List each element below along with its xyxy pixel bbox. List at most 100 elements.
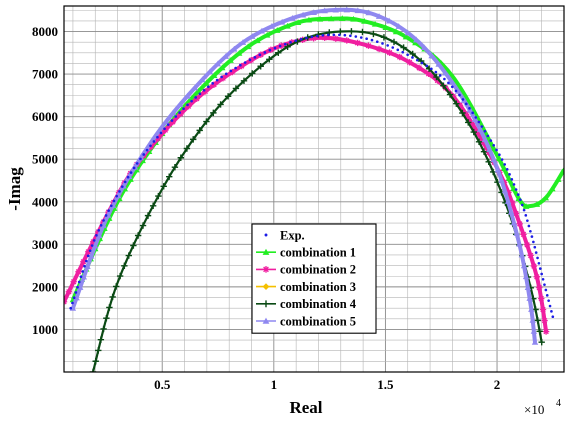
- data-point: [194, 96, 198, 99]
- data-point: [461, 98, 465, 101]
- data-point: [231, 45, 238, 52]
- data-point: [244, 43, 252, 50]
- data-point: [349, 34, 352, 38]
- data-point: [425, 70, 432, 78]
- data-point: [518, 251, 526, 258]
- data-point: [126, 175, 130, 179]
- data-point: [425, 64, 429, 68]
- data-point: [354, 35, 358, 38]
- data-point: [106, 304, 113, 311]
- data-point: [529, 317, 536, 323]
- data-point: [97, 336, 105, 343]
- data-point: [177, 154, 185, 161]
- data-point: [236, 50, 243, 56]
- data-point: [509, 199, 516, 207]
- data-point: [370, 38, 374, 42]
- x-tick-label: 0.5: [154, 377, 171, 392]
- data-point: [186, 103, 189, 107]
- tick-labels: 0.5 1 1.5 2 1000 2000 3000 4000 5000 6000 7000 8000: [32, 24, 500, 392]
- data-point: [107, 209, 110, 212]
- data-point: [434, 77, 441, 84]
- data-point: [310, 9, 317, 15]
- data-point: [88, 252, 95, 259]
- data-point: [183, 145, 191, 152]
- data-point: [115, 194, 119, 198]
- data-point: [109, 293, 116, 301]
- data-point: [449, 93, 457, 100]
- data-point: [365, 9, 372, 16]
- data-point: [229, 68, 236, 76]
- data-point: [278, 18, 286, 25]
- data-point: [149, 202, 157, 209]
- data-point: [275, 49, 282, 56]
- data-point: [520, 231, 527, 238]
- data-point: [406, 53, 409, 57]
- data-point: [400, 44, 407, 51]
- data-point: [477, 120, 481, 124]
- data-point: [109, 204, 113, 208]
- data-point: [65, 288, 73, 295]
- data-point: [530, 328, 538, 334]
- data-point: [339, 15, 346, 22]
- legend-marker: [262, 283, 270, 290]
- data-point: [299, 11, 307, 18]
- data-point: [522, 203, 530, 209]
- data-point: [541, 317, 548, 324]
- data-point: [458, 93, 461, 97]
- data-point: [74, 291, 78, 294]
- data-point: [182, 107, 185, 111]
- data-point: [536, 256, 539, 260]
- data-point: [156, 135, 159, 139]
- data-point: [95, 228, 102, 236]
- legend-marker: [262, 317, 270, 324]
- data-point: [202, 88, 206, 92]
- data-point: [249, 70, 256, 77]
- data-point: [434, 70, 438, 74]
- data-point: [159, 131, 163, 135]
- legend-label: combination 4: [280, 297, 357, 311]
- data-point: [321, 34, 328, 42]
- y-tick-label: 2000: [32, 279, 58, 294]
- data-point: [481, 136, 489, 142]
- legend-label: combination 1: [280, 246, 356, 260]
- data-point: [402, 33, 410, 40]
- data-point: [135, 162, 139, 165]
- data-point: [134, 232, 142, 239]
- data-point: [195, 87, 202, 94]
- legend-label: combination 5: [280, 314, 356, 328]
- data-point: [234, 66, 237, 70]
- data-point: [396, 53, 403, 61]
- data-point: [71, 301, 74, 305]
- data-point: [505, 189, 512, 196]
- legend-item: combination 3: [256, 280, 356, 294]
- data-point: [310, 35, 317, 42]
- data-point: [462, 111, 470, 118]
- data-point: [420, 44, 428, 51]
- data-point: [382, 24, 389, 31]
- data-point: [123, 180, 127, 184]
- data-point: [149, 136, 157, 142]
- data-point: [480, 139, 487, 147]
- data-point: [171, 163, 179, 171]
- data-point: [254, 37, 261, 44]
- data-point: [238, 62, 245, 70]
- data-point: [533, 201, 541, 207]
- data-point: [450, 85, 454, 89]
- data-point: [446, 91, 454, 98]
- data-point: [149, 144, 152, 148]
- data-point: [516, 240, 523, 247]
- data-point: [169, 118, 177, 126]
- data-point: [542, 328, 550, 335]
- data-point: [163, 127, 166, 131]
- data-point: [375, 13, 383, 19]
- data-point: [534, 317, 541, 324]
- data-point: [77, 284, 84, 290]
- data-point: [232, 85, 240, 92]
- data-point: [468, 107, 471, 110]
- data-point: [210, 81, 218, 88]
- data-point: [294, 39, 298, 43]
- data-point: [100, 325, 107, 333]
- data-point: [354, 7, 361, 14]
- x-axis-multiplier: ×10 4: [524, 398, 561, 417]
